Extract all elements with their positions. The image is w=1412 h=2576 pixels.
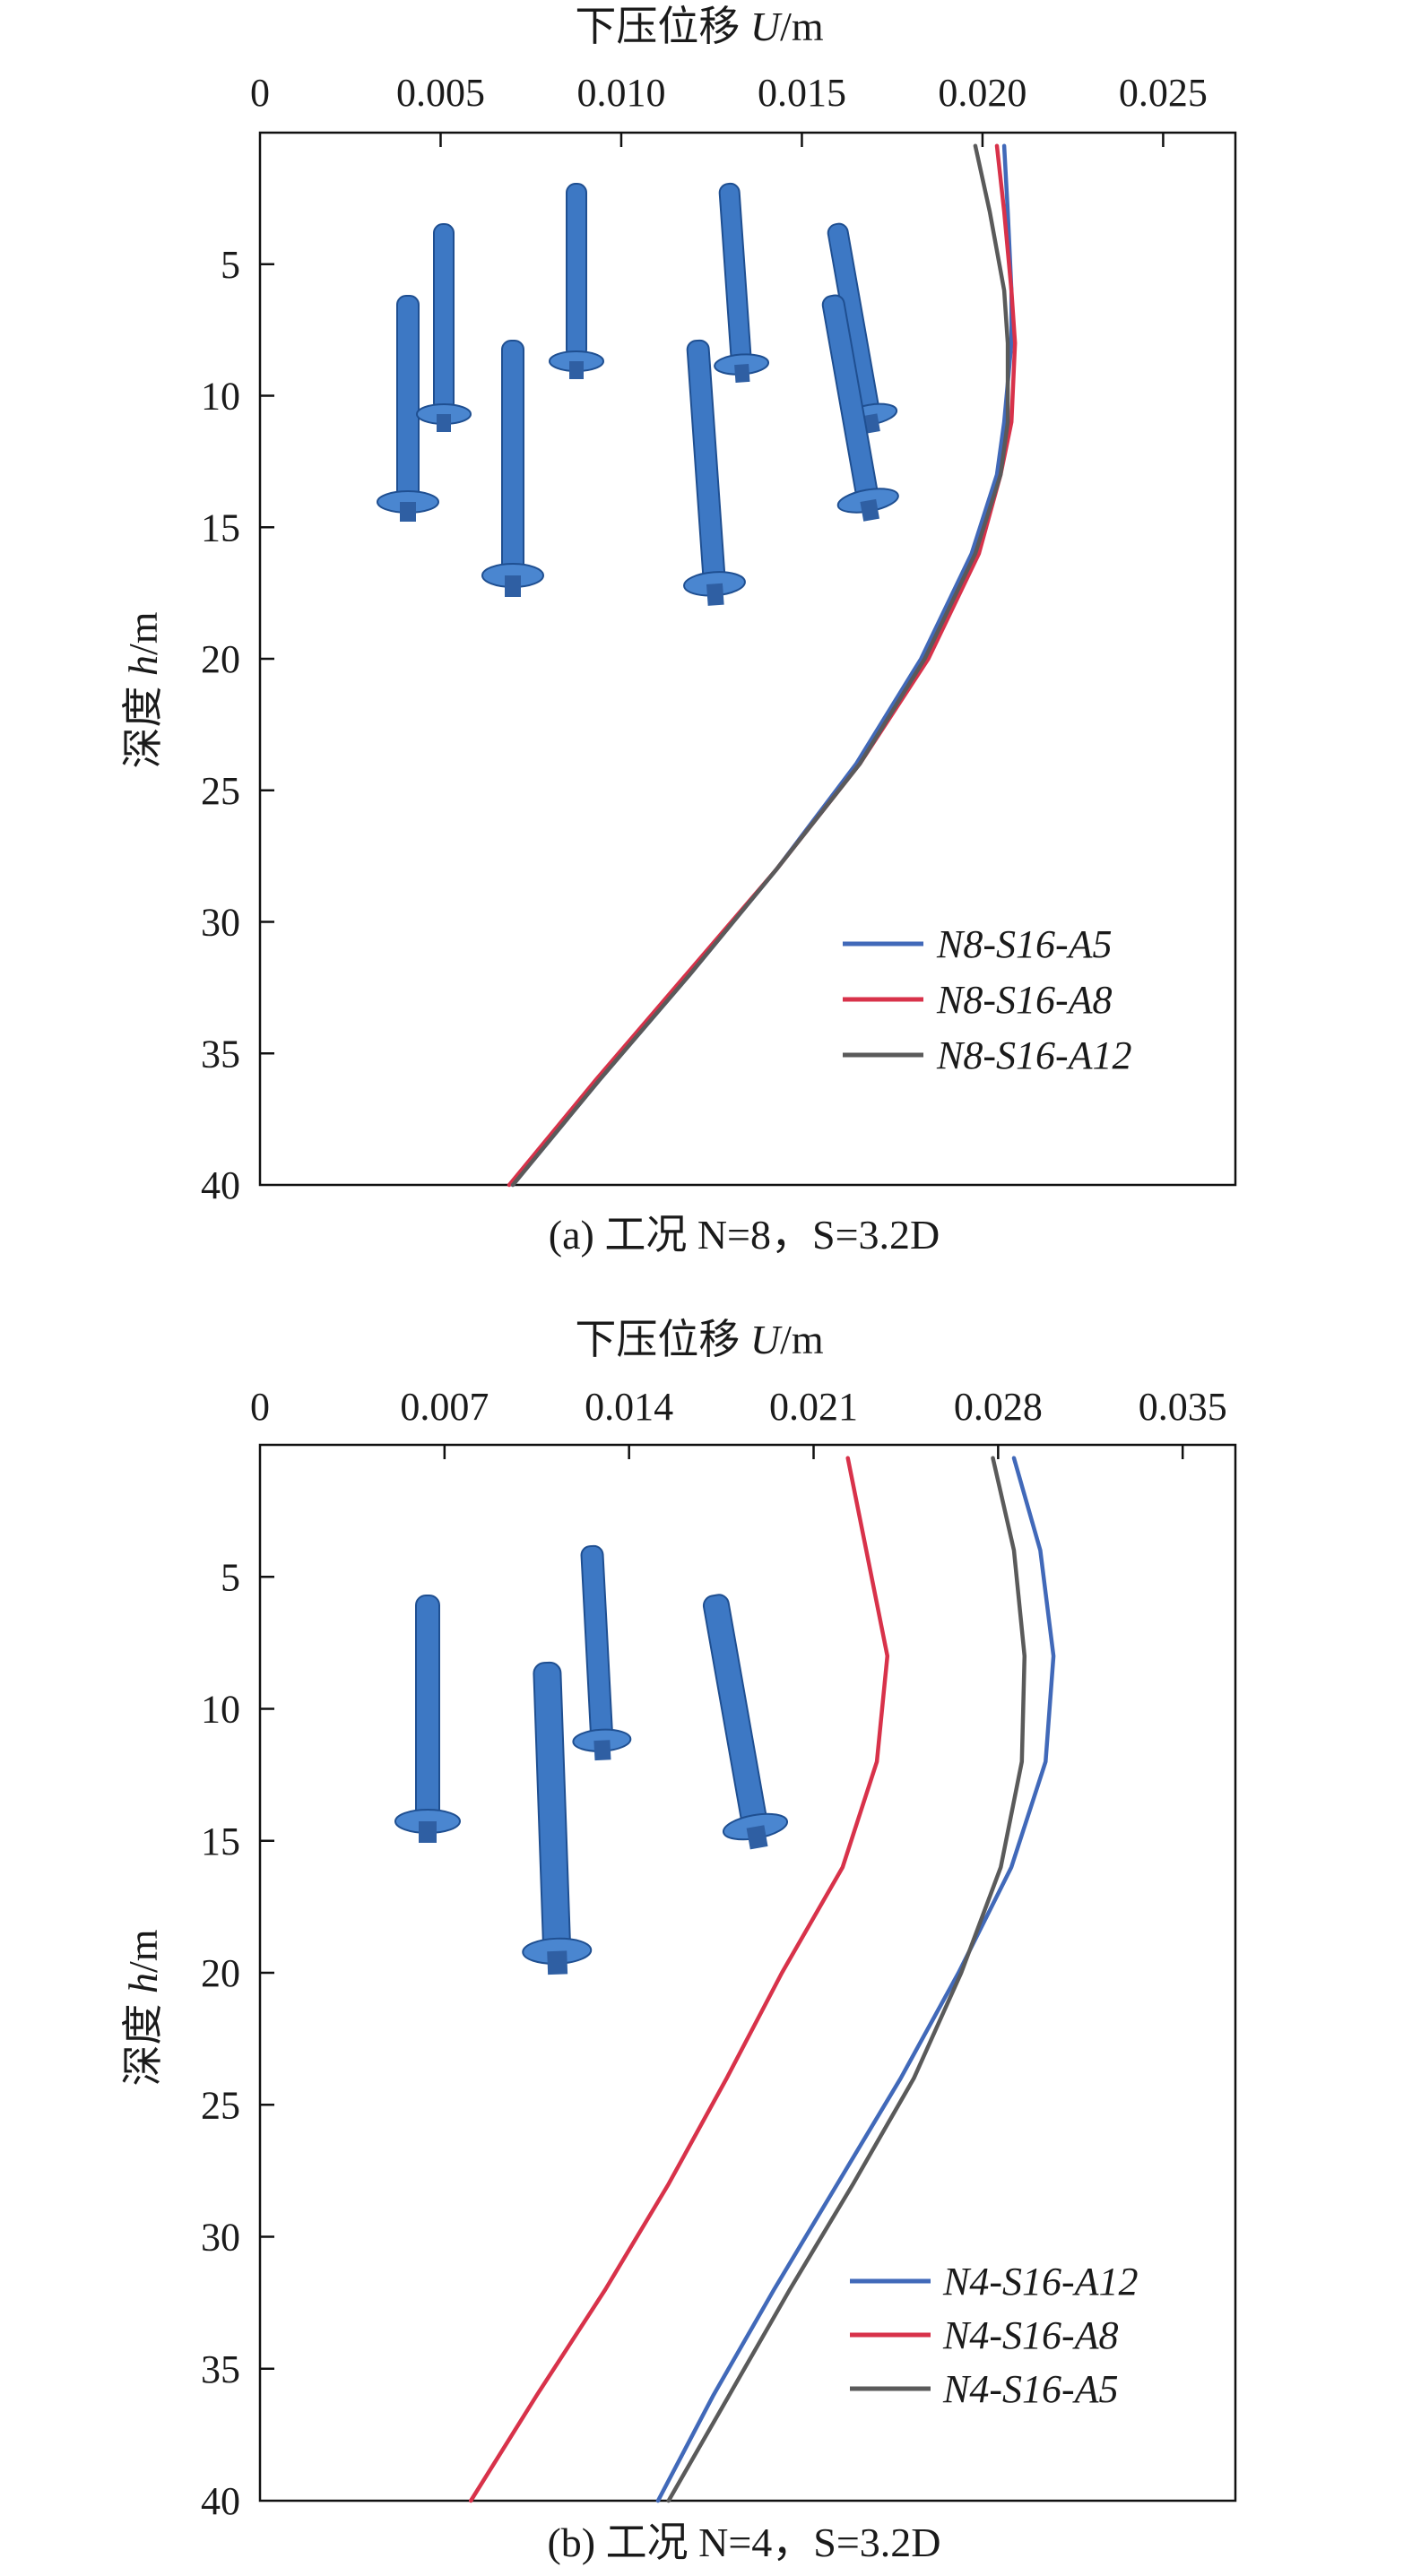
x-axis-title-var: U bbox=[750, 4, 783, 49]
x-tick-label: 0.007 bbox=[400, 1385, 489, 1429]
x-tick-label: 0 bbox=[250, 1385, 270, 1429]
series-line bbox=[655, 1456, 1056, 2503]
legend-label: N8-S16-A8 bbox=[936, 978, 1113, 1022]
panel-b: 下压位移 U/m 深度 h/m 0 0.007 0.014 0.021 0.028 0.0… bbox=[120, 1317, 1237, 2565]
x-axis-title-unit: /m bbox=[780, 1317, 824, 1362]
y-axis-title: 深度 h/m bbox=[120, 1929, 166, 2086]
x-tick-label: 0.015 bbox=[758, 71, 846, 115]
y-tick-label: 15 bbox=[201, 506, 240, 549]
legend-label: N4-S16-A12 bbox=[942, 2260, 1139, 2304]
legend: N4-S16-A12 N4-S16-A8 N4-S16-A5 bbox=[850, 2260, 1139, 2411]
y-tick-label: 15 bbox=[201, 1820, 240, 1863]
series-line bbox=[507, 143, 1018, 1188]
y-tick-label: 40 bbox=[201, 2479, 240, 2523]
y-tick-label: 20 bbox=[201, 1951, 240, 1995]
x-tick-label: 0 bbox=[250, 71, 270, 115]
x-axis-title: 下压位移 U/m bbox=[575, 1317, 824, 1362]
pile-group-illustration bbox=[394, 1544, 789, 1975]
series-line bbox=[510, 143, 1014, 1188]
x-tick-label: 0.020 bbox=[938, 71, 1027, 115]
pile-3d-icon bbox=[522, 1661, 593, 1975]
pile-3d-icon bbox=[702, 1594, 789, 1850]
pile-3d-icon bbox=[377, 295, 439, 522]
pile-3d-icon bbox=[394, 1595, 461, 1843]
x-tick-label: 0.035 bbox=[1139, 1385, 1227, 1429]
y-tick-label: 5 bbox=[221, 243, 240, 287]
y-tick-label: 5 bbox=[221, 1555, 240, 1599]
y-tick-label: 10 bbox=[201, 1688, 240, 1732]
y-axis-title-var: h bbox=[120, 1973, 166, 1993]
y-tick-label: 25 bbox=[201, 769, 240, 813]
series-line bbox=[510, 143, 1010, 1188]
pile-3d-icon bbox=[714, 182, 770, 384]
plot-frame bbox=[258, 131, 1237, 1187]
x-axis-title-cn: 下压位移 bbox=[575, 1317, 750, 1362]
y-axis-title-unit: /m bbox=[120, 1929, 166, 1973]
y-tick-label: 20 bbox=[201, 637, 240, 681]
y-tick-label: 30 bbox=[201, 901, 240, 945]
x-tick-label: 0.028 bbox=[954, 1385, 1043, 1429]
y-axis-title-cn: 深度 bbox=[120, 676, 166, 769]
y-tick-label: 35 bbox=[201, 2347, 240, 2391]
x-tick-label: 0.014 bbox=[585, 1385, 673, 1429]
y-tick-label: 40 bbox=[201, 1163, 240, 1207]
pile-group-illustration bbox=[377, 182, 899, 606]
panel-a: 下压位移 U/m 深度 h/m 0 0.005 0.010 0.015 0.020 0.0… bbox=[120, 4, 1237, 1258]
pile-3d-icon bbox=[821, 294, 899, 522]
y-tick-label: 25 bbox=[201, 2083, 240, 2127]
y-axis-title-cn: 深度 bbox=[120, 1993, 166, 2087]
x-axis-title: 下压位移 U/m bbox=[575, 4, 824, 49]
pile-3d-icon bbox=[549, 183, 604, 379]
pile-3d-icon bbox=[572, 1544, 632, 1761]
y-axis-title-var: h bbox=[120, 655, 166, 676]
legend-label: N8-S16-A12 bbox=[936, 1033, 1132, 1077]
x-tick-label: 0.021 bbox=[769, 1385, 858, 1429]
y-tick-label: 35 bbox=[201, 1032, 240, 1076]
pile-3d-icon bbox=[481, 340, 544, 597]
legend-label: N8-S16-A5 bbox=[936, 922, 1113, 966]
x-tick-label: 0.005 bbox=[396, 71, 485, 115]
y-axis-title-unit: /m bbox=[120, 611, 166, 655]
caption: (a) 工况 N=8，S=3.2D bbox=[549, 1212, 940, 1258]
y-tick-label: 10 bbox=[201, 375, 240, 419]
pile-3d-icon bbox=[683, 339, 746, 606]
x-axis-title-cn: 下压位移 bbox=[575, 4, 750, 49]
caption: (b) 工况 N=4，S=3.2D bbox=[547, 2520, 940, 2565]
x-axis-title-unit: /m bbox=[780, 4, 824, 49]
x-tick-label: 0.010 bbox=[576, 71, 665, 115]
legend-label: N4-S16-A5 bbox=[942, 2367, 1119, 2411]
y-tick-label: 30 bbox=[201, 2216, 240, 2260]
series-line bbox=[468, 1456, 890, 2503]
series-line bbox=[666, 1456, 1027, 2503]
x-tick-label: 0.025 bbox=[1119, 71, 1208, 115]
y-axis-title: 深度 h/m bbox=[120, 611, 166, 768]
x-axis-title-var: U bbox=[750, 1317, 783, 1362]
legend-label: N4-S16-A8 bbox=[942, 2313, 1119, 2357]
legend: N8-S16-A5 N8-S16-A8 N8-S16-A12 bbox=[843, 922, 1132, 1077]
pile-3d-icon bbox=[416, 223, 472, 432]
